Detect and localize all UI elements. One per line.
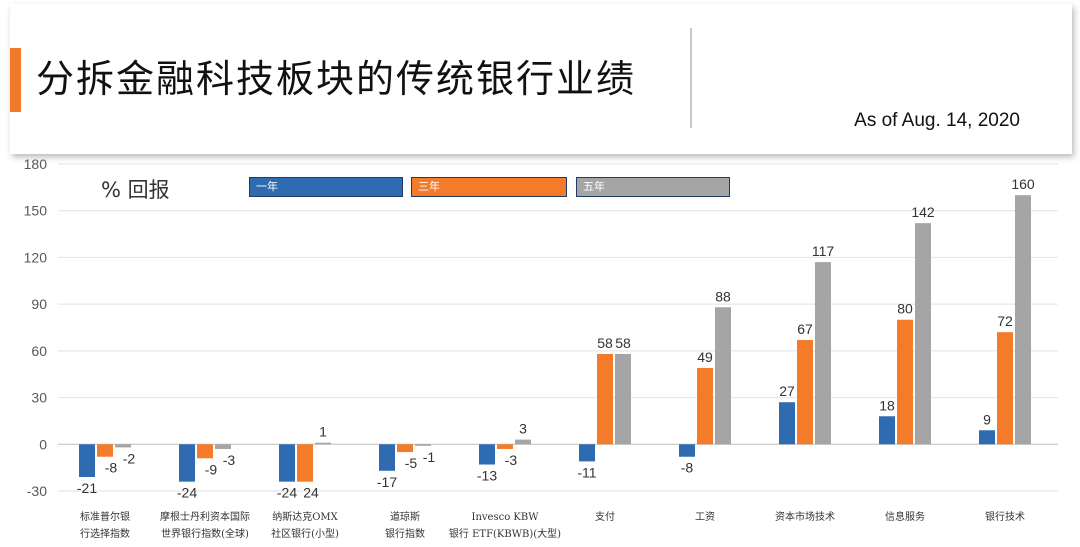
legend-item-one-year: 一年 (249, 177, 403, 197)
y-tick-label: 60 (31, 343, 47, 359)
data-label: -8 (681, 460, 694, 476)
y-tick-label: 120 (24, 249, 48, 265)
data-label: 58 (615, 335, 631, 351)
data-label: 58 (597, 335, 613, 351)
bar-三年 (597, 353, 613, 445)
data-label: -3 (505, 452, 518, 468)
data-label: 142 (911, 204, 935, 220)
data-label: 88 (715, 288, 731, 304)
bar-一年 (779, 402, 795, 445)
y-tick-label: 90 (31, 296, 47, 312)
bar-三年 (297, 444, 313, 482)
bar-三年 (797, 339, 813, 445)
y-tick-label: 30 (31, 390, 47, 406)
data-label: 49 (697, 349, 713, 365)
bar-五年 (915, 223, 931, 445)
data-label: 18 (879, 397, 895, 413)
category-label: 道琼斯 (390, 510, 420, 523)
y-tick-label: -30 (27, 483, 47, 499)
bar-一年 (479, 444, 495, 465)
data-label: -9 (205, 461, 218, 477)
data-label: -11 (577, 464, 596, 480)
category-label: 工资 (695, 511, 715, 523)
legend-label: 五年 (583, 180, 605, 193)
data-label: -3 (223, 452, 236, 468)
bar-三年 (397, 444, 413, 453)
data-label: -24 (277, 485, 297, 501)
legend-item-five-year: 五年 (576, 177, 730, 197)
category-label: 银行 ETF(KBWB)(大型) (449, 527, 561, 540)
bar-一年 (379, 444, 395, 471)
page-title: 分拆金融科技板块的传统银行业绩 (36, 57, 637, 101)
category-label: 标准普尔银 (80, 510, 130, 523)
category-label: 银行指数 (385, 527, 425, 540)
data-label: -24 (177, 485, 197, 501)
y-axis-title: % 回报 (101, 178, 170, 202)
category-label: 支付 (595, 510, 615, 523)
bar-一年 (79, 444, 95, 477)
category-label: Invesco KBW (472, 512, 540, 523)
data-label: 160 (1011, 176, 1035, 192)
data-label: 3 (519, 421, 527, 437)
bar-五年 (815, 262, 831, 445)
legend-label: 一年 (256, 180, 278, 193)
bar-一年 (279, 444, 295, 482)
bar-三年 (897, 319, 913, 445)
category-label: 世界银行指数(全球) (161, 527, 249, 540)
bar-五年 (715, 307, 731, 445)
bar-一年 (179, 444, 195, 482)
data-label: 24 (303, 485, 319, 501)
bar-一年 (979, 430, 995, 445)
as-of-date: As of Aug. 14, 2020 (854, 110, 1020, 131)
category-label: 社区银行(小型) (271, 527, 339, 540)
data-label: -8 (105, 460, 118, 476)
title-divider (690, 28, 692, 128)
data-label: 67 (797, 321, 813, 337)
title-accent-bar (10, 48, 21, 112)
bar-三年 (497, 444, 513, 449)
data-label: 117 (812, 243, 835, 259)
bar-五年 (115, 444, 131, 448)
bar-五年 (515, 439, 531, 445)
bar-三年 (697, 367, 713, 445)
bar-五年 (215, 444, 231, 449)
legend-item-three-year: 三年 (411, 177, 567, 197)
data-label: 9 (983, 411, 991, 427)
data-label: -5 (405, 455, 418, 471)
data-label: -21 (77, 480, 97, 496)
category-label: 银行技术 (985, 510, 1025, 523)
data-label: 80 (897, 301, 913, 317)
bar-五年 (1015, 195, 1031, 445)
data-label: 27 (779, 383, 795, 399)
y-tick-label: 180 (24, 156, 48, 172)
bar-五年 (315, 442, 331, 445)
data-label: -1 (423, 449, 436, 465)
category-label: 信息服务 (885, 510, 925, 523)
title-card: 分拆金融科技板块的传统银行业绩 As of Aug. 14, 2020 (10, 4, 1072, 154)
category-label: 资本市场技术 (775, 510, 835, 523)
bar-三年 (97, 444, 113, 457)
bar-三年 (997, 332, 1013, 445)
y-tick-label: 0 (39, 436, 47, 452)
bar-五年 (615, 353, 631, 445)
bar-五年 (415, 444, 431, 446)
data-label: 1 (319, 424, 327, 440)
category-label: 纳斯达克OMX (272, 510, 338, 523)
data-label: 72 (997, 313, 1013, 329)
bar-一年 (679, 444, 695, 457)
category-label: 摩根士丹利资本国际 (160, 510, 250, 523)
bar-一年 (879, 416, 895, 445)
bar-一年 (579, 444, 595, 462)
data-label: -2 (123, 450, 136, 466)
bar-三年 (197, 444, 213, 459)
y-tick-label: 150 (24, 203, 48, 219)
data-label: -17 (377, 474, 397, 490)
category-label: 行选择指数 (80, 527, 130, 540)
legend-label: 三年 (418, 180, 440, 193)
data-label: -13 (477, 468, 497, 484)
